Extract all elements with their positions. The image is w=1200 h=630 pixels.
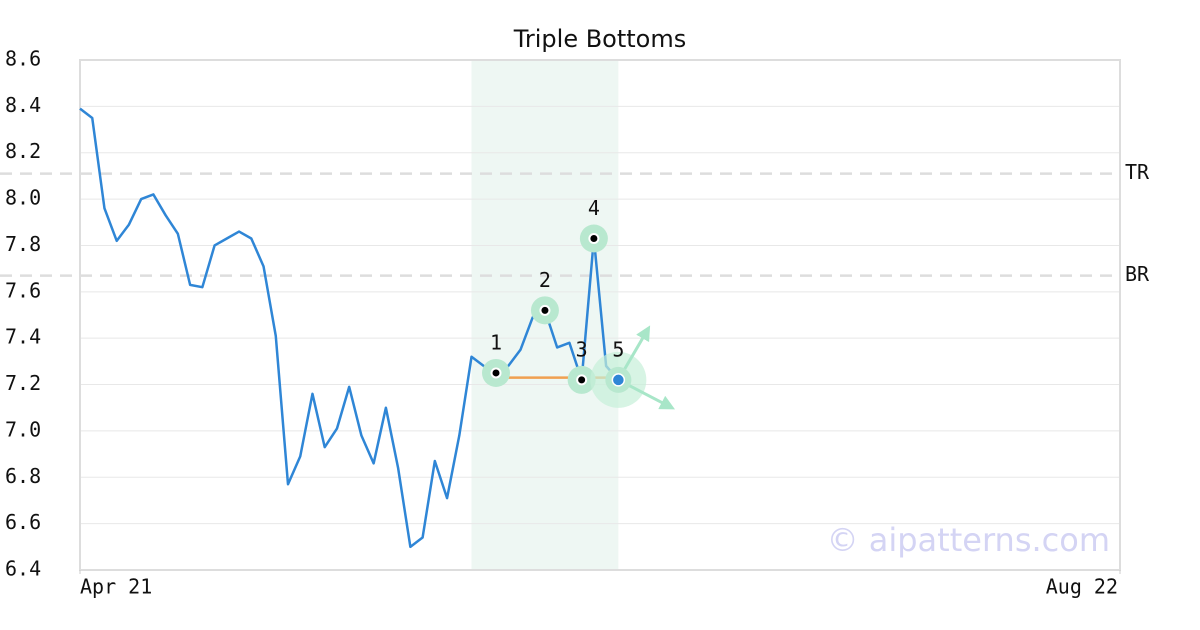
x-tick-label: Aug 22 bbox=[1046, 575, 1118, 599]
pattern-point-label: 4 bbox=[588, 196, 600, 220]
y-tick-label: 6.6 bbox=[5, 510, 41, 534]
pattern-point-label: 3 bbox=[576, 337, 588, 361]
pattern-point bbox=[611, 373, 626, 387]
level-label: BR bbox=[1125, 262, 1150, 286]
price-line bbox=[79, 107, 620, 549]
level-label: TR bbox=[1125, 160, 1150, 184]
chart-title: Triple Bottoms bbox=[513, 25, 687, 53]
pattern-point-label: 2 bbox=[539, 268, 551, 292]
y-tick-label: 7.2 bbox=[5, 371, 41, 395]
y-tick-label: 6.8 bbox=[5, 464, 41, 488]
pattern-point bbox=[490, 367, 502, 379]
y-tick-label: 8.0 bbox=[5, 186, 41, 210]
pattern-point bbox=[539, 304, 551, 316]
y-tick-label: 8.2 bbox=[5, 139, 41, 163]
y-tick-label: 7.0 bbox=[5, 417, 41, 441]
pattern-point-label: 1 bbox=[490, 330, 502, 354]
x-tick-label: Apr 21 bbox=[80, 575, 152, 599]
y-tick-label: 7.8 bbox=[5, 232, 41, 256]
plot-frame bbox=[79, 59, 1121, 571]
y-tick-label: 8.4 bbox=[5, 93, 41, 117]
pattern-point-label: 5 bbox=[612, 337, 624, 361]
y-tick-label: 7.6 bbox=[5, 278, 41, 302]
watermark: © aipatterns.com bbox=[827, 521, 1110, 559]
pattern-point bbox=[576, 374, 588, 386]
y-tick-label: 6.4 bbox=[5, 557, 41, 581]
pattern-point bbox=[588, 233, 600, 244]
y-tick-label: 8.6 bbox=[5, 47, 41, 71]
y-tick-label: 7.4 bbox=[5, 325, 41, 349]
